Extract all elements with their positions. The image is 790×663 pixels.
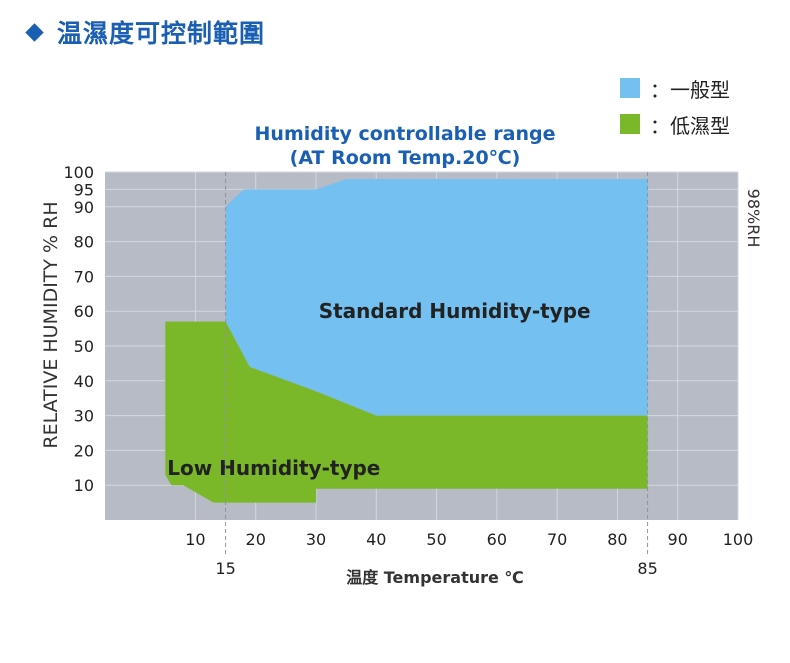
x-tick-label-extra: 85 [637,559,657,578]
right-axis-label: 98%RH [744,189,763,248]
standard-humidity-region [225,179,648,416]
y-tick-label: 60 [74,302,94,321]
series-label-low: Low Humidity-type [167,456,380,480]
x-tick-label: 90 [668,530,688,549]
x-tick-label-extra: 15 [215,559,235,578]
y-tick-label: 30 [74,407,94,426]
legend-item-standard: ：一般型 [620,75,730,102]
x-tick-label: 60 [487,530,507,549]
legend-item-low: ：低濕型 [620,111,730,138]
x-tick-label: 40 [366,530,386,549]
x-tick-label: 80 [607,530,627,549]
y-tick-label: 80 [74,233,94,252]
y-tick-label: 40 [74,372,94,391]
y-tick-label: 20 [74,441,94,460]
legend-label-standard: ：一般型 [650,77,730,102]
x-axis-label: 温度 Temperature ℃ [345,568,524,587]
y-tick-label: 100 [63,163,94,182]
y-tick-label: 70 [74,267,94,286]
x-tick-label: 100 [723,530,754,549]
chart-title: Humidity controllable range [255,123,556,145]
y-tick-label: 50 [74,337,94,356]
legend-swatch-standard [620,78,640,98]
x-tick-label: 10 [185,530,205,549]
page-header: 温濕度可控制範圍 [25,14,266,50]
legend-label-low: ：低濕型 [650,113,730,138]
page-title: 温濕度可控制範圍 [57,19,266,48]
y-axis-label: RELATIVE HUMIDITY % RH [40,201,62,448]
plot-layer: Standard Humidity-type Low Humidity-type 1… [63,163,753,578]
low-humidity-region [165,321,648,503]
series-label-standard: Standard Humidity-type [319,299,591,323]
chart-subtitle: (AT Room Temp.20℃) [290,147,521,169]
x-tick-label: 20 [246,530,266,549]
legend: ：一般型 ：低濕型 [620,75,730,147]
y-tick-label: 95 [74,180,94,199]
y-tick-label: 90 [74,198,94,217]
y-tick-label: 10 [74,476,94,495]
x-tick-label: 30 [306,530,326,549]
legend-swatch-low [620,114,640,134]
x-tick-label: 70 [547,530,567,549]
x-tick-label: 50 [426,530,446,549]
